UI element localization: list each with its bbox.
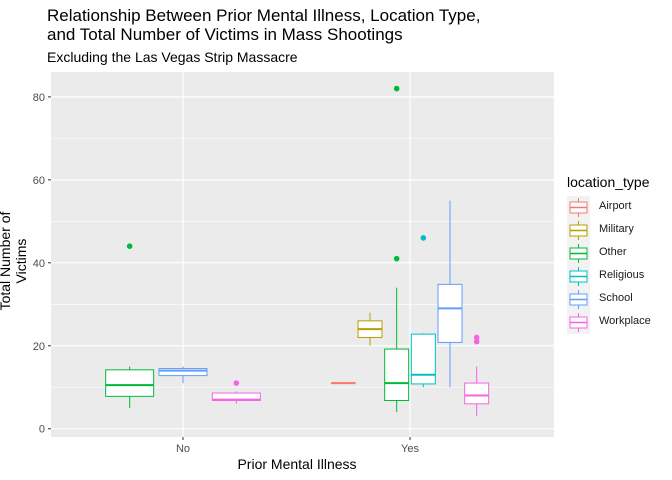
- legend-label-military: Military: [599, 223, 634, 235]
- legend-label-airport: Airport: [599, 200, 632, 212]
- x-axis-label: Prior Mental Illness: [237, 456, 357, 472]
- y-axis-label: Total Number of Victims: [0, 211, 29, 311]
- box-other-no: [105, 369, 155, 397]
- legend-label-other: Other: [599, 246, 627, 258]
- box-school-no: [158, 368, 208, 377]
- box-other-yes: [384, 348, 410, 401]
- legend-key-airport: [567, 196, 590, 219]
- outlier-other-yes: [393, 85, 400, 92]
- legend-key-other: [567, 242, 590, 265]
- x-tick-label: No: [176, 443, 190, 455]
- outlier-religious-yes: [420, 235, 427, 241]
- legend-label-school: School: [599, 292, 633, 304]
- outlier-workplace-no: [233, 380, 240, 386]
- legend-label-workplace: Workplace: [599, 315, 651, 327]
- x-tick-label: Yes: [401, 443, 419, 455]
- legend-key-workplace: [567, 311, 590, 334]
- chart-subtitle: Excluding the Las Vegas Strip Massacre: [47, 49, 298, 65]
- y-tick-label: 60: [33, 175, 45, 187]
- chart-title: Relationship Between Prior Mental Illnes…: [47, 6, 607, 44]
- box-school-yes: [437, 283, 463, 343]
- y-tick-label: 0: [39, 424, 45, 436]
- legend-title: location_type: [567, 174, 650, 190]
- outlier-other-no: [126, 243, 133, 250]
- legend-key-school: [567, 288, 590, 311]
- outlier-workplace-yes: [473, 334, 480, 341]
- chart-title-line1: Relationship Between Prior Mental Illnes…: [47, 6, 481, 25]
- chart-title-line2: and Total Number of Victims in Mass Shoo…: [47, 25, 403, 44]
- outlier-workplace-yes: [473, 338, 480, 345]
- box-religious-yes: [410, 333, 436, 385]
- box-workplace-yes: [464, 382, 490, 405]
- legend-key-religious: [567, 265, 590, 288]
- legend-label-religious: Religious: [599, 269, 645, 281]
- y-tick-label: 40: [33, 258, 45, 270]
- outlier-other-yes: [393, 255, 400, 262]
- legend-key-military: [567, 219, 590, 242]
- y-tick-label: 80: [33, 92, 45, 104]
- y-tick-label: 20: [33, 341, 45, 353]
